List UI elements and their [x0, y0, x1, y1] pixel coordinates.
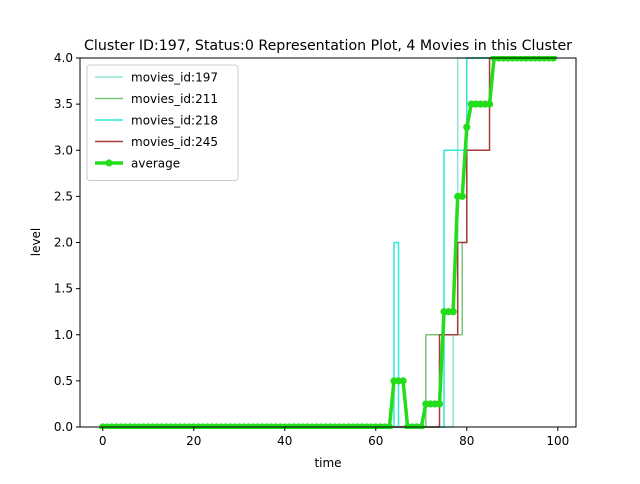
average-point — [435, 400, 444, 408]
average-point — [485, 100, 494, 108]
y-tick-label: 0.5 — [54, 374, 73, 388]
average-point — [549, 56, 557, 62]
legend-label: movies_id:218 — [131, 114, 218, 128]
y-axis-label: level — [29, 228, 43, 257]
y-tick-label: 0.0 — [54, 420, 73, 434]
x-tick-label: 40 — [277, 434, 292, 448]
x-tick-label: 100 — [546, 434, 569, 448]
y-tick-label: 2.5 — [54, 189, 73, 203]
y-tick-label: 2.0 — [54, 236, 73, 250]
x-axis-label: time — [314, 456, 341, 470]
average-point — [417, 423, 425, 429]
legend-box — [86, 64, 239, 181]
average-point — [399, 377, 407, 385]
chart-title: Cluster ID:197, Status:0 Representation … — [84, 38, 572, 54]
y-tick-label: 1.0 — [54, 328, 73, 342]
legend-label: average — [131, 157, 180, 171]
y-tick-label: 3.0 — [54, 143, 73, 157]
average-point — [449, 308, 457, 316]
x-tick-label: 60 — [368, 434, 383, 448]
y-tick-label: 4.0 — [54, 51, 73, 65]
average-point — [458, 192, 466, 200]
x-tick-label: 80 — [459, 434, 474, 448]
y-tick-label: 3.5 — [54, 97, 73, 111]
x-tick-label: 0 — [99, 434, 107, 448]
legend-label: movies_id:245 — [131, 135, 218, 149]
legend-label: movies_id:197 — [131, 71, 218, 85]
x-tick-label: 20 — [186, 434, 201, 448]
average-point — [385, 423, 394, 429]
legend-marker — [105, 159, 113, 167]
series-line-movies-id-245 — [102, 57, 554, 428]
y-tick-label: 1.5 — [54, 282, 73, 296]
legend-label: movies_id:211 — [131, 92, 218, 106]
average-point — [463, 123, 471, 131]
